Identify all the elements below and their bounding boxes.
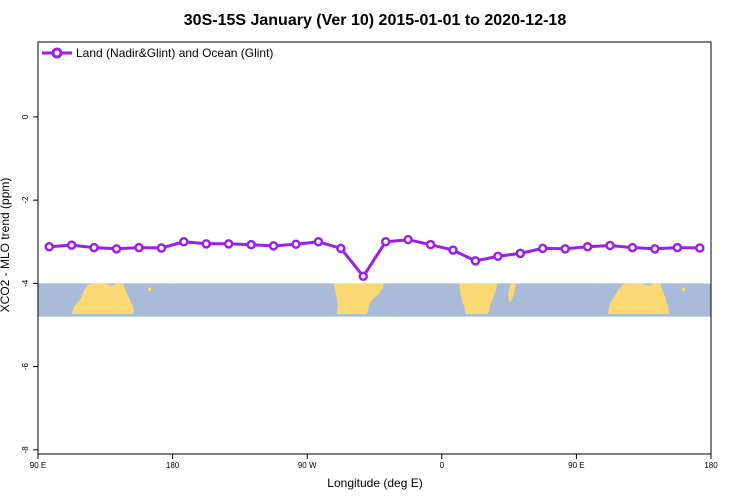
y-tick-label-2: -4	[21, 279, 30, 287]
data-point-0-4	[134, 242, 144, 253]
data-point-0-16	[403, 234, 413, 245]
x-tick-label-2: 90 W	[298, 461, 317, 470]
data-point-0-12	[313, 237, 324, 247]
y-tick-label-4: -8	[21, 446, 30, 454]
data-point-0-26	[627, 242, 638, 253]
data-point-0-6	[179, 237, 189, 247]
data-point-0-23	[560, 244, 570, 254]
background-map	[38, 283, 711, 317]
x-tick-label-5: 180	[704, 461, 718, 470]
data-point-0-15	[380, 237, 391, 247]
legend-marker-swatch	[51, 47, 63, 59]
data-point-0-28	[672, 242, 683, 253]
plot-frame	[37, 41, 712, 455]
land-madagascar	[508, 283, 516, 302]
data-point-0-25	[605, 240, 615, 251]
data-point-0-21	[515, 248, 526, 259]
data-point-0-10	[268, 241, 279, 251]
data-point-0-7	[201, 239, 211, 249]
data-point-0-9	[246, 239, 256, 250]
land-new-caledonia-repeat	[682, 288, 685, 291]
data-point-0-0	[44, 242, 54, 252]
x-tick-label-4: 90 E	[568, 461, 584, 470]
data-point-0-20	[493, 251, 503, 262]
data-point-0-3	[111, 244, 122, 254]
x-tick-label-0: 90 E	[30, 461, 46, 470]
data-point-0-17	[425, 239, 436, 250]
data-point-0-13	[336, 243, 346, 254]
land-fiji	[171, 283, 174, 284]
land-new-caledonia	[148, 288, 151, 291]
x-axis: 90 E 180 90 W 0 90 E 180	[30, 454, 718, 470]
data-point-0-11	[291, 239, 301, 250]
data-point-0-18	[448, 245, 458, 255]
data-point-0-2	[89, 242, 99, 253]
data-point-0-27	[650, 244, 660, 254]
y-tick-label-0: 0	[21, 114, 30, 119]
data-point-0-14	[358, 271, 369, 282]
x-tick-label-1: 180	[166, 461, 180, 470]
data-point-0-24	[582, 242, 593, 252]
data-point-0-22	[538, 243, 548, 254]
x-axis-label: Longitude (deg E)	[327, 476, 422, 490]
data-point-0-1	[66, 240, 77, 250]
land-southern-africa	[459, 283, 498, 314]
y-tick-label-3: -6	[21, 363, 30, 371]
land-south-america	[333, 283, 384, 314]
data-point-0-5	[156, 243, 167, 253]
chart-title: 30S-15S January (Ver 10) 2015-01-01 to 2…	[184, 12, 567, 29]
data-point-0-8	[223, 239, 234, 249]
legend: Land (Nadir&Glint) and Ocean (Glint)	[42, 46, 273, 60]
data-point-0-19	[470, 256, 481, 266]
y-tick-label-1: -2	[21, 196, 30, 204]
legend-label: Land (Nadir&Glint) and Ocean (Glint)	[76, 46, 273, 60]
land-australia-repeat	[608, 283, 669, 314]
series-layer	[44, 234, 705, 282]
y-axis: 0 -2 -4 -6 -8	[21, 114, 38, 453]
x-tick-label-3: 0	[440, 461, 445, 470]
land-australia	[72, 283, 134, 314]
y-axis-label: XCO2 - MLO trend (ppm)	[0, 178, 12, 313]
land-fiji-repeat	[704, 283, 707, 284]
data-point-0-29	[695, 243, 705, 253]
